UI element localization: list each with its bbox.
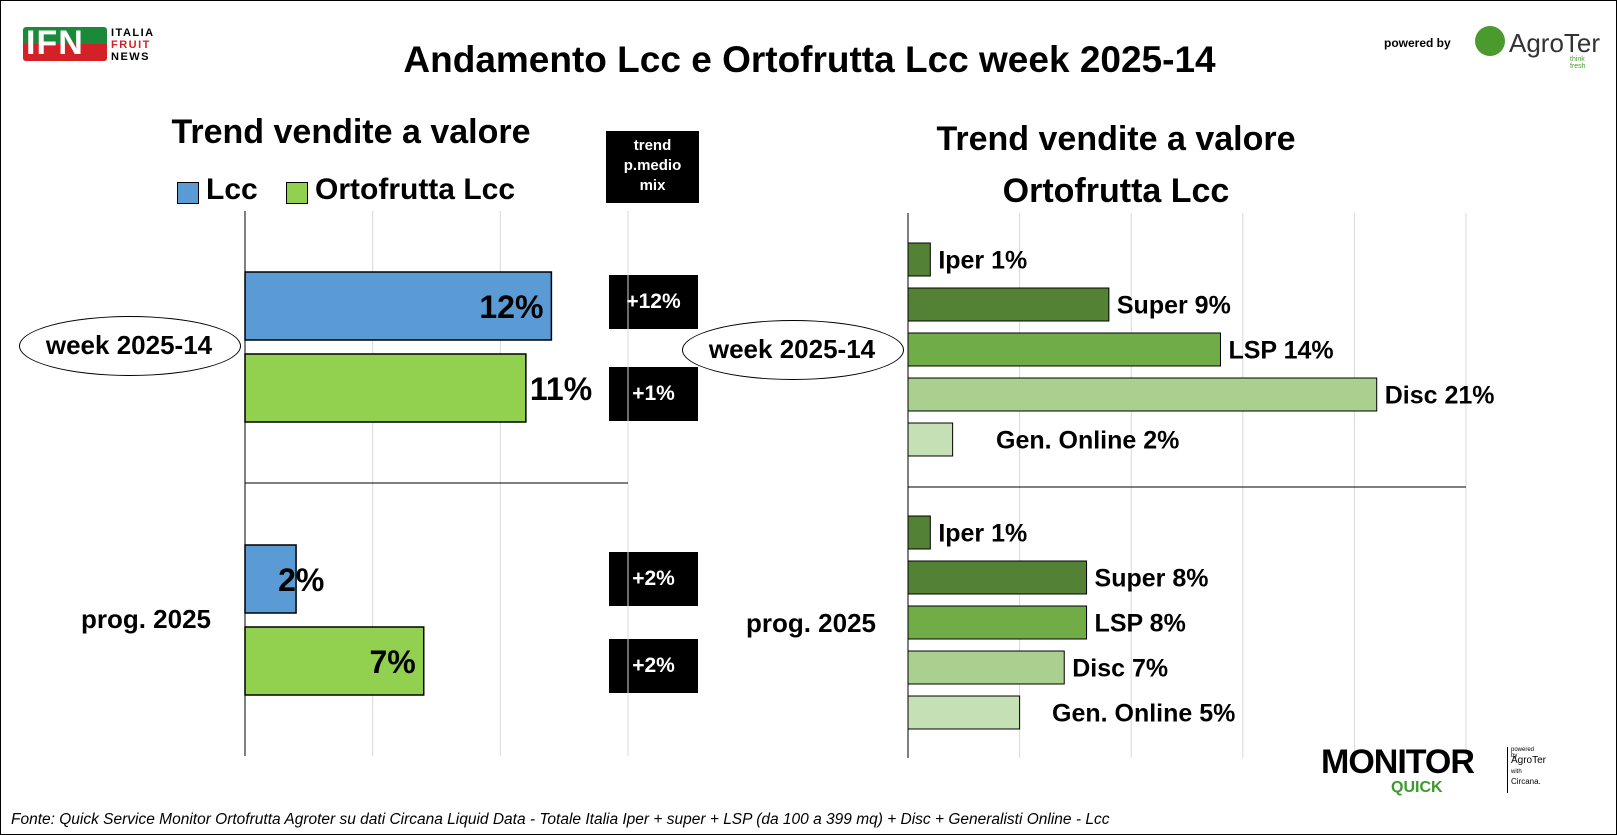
- right-bar-gen-online-1: [907, 695, 1021, 730]
- left-bar-lcc-0: [244, 271, 553, 341]
- trend-box-prog-ortofrutta: +2%: [609, 639, 698, 693]
- source-footnote: Fonte: Quick Service Monitor Ortofrutta …: [11, 811, 1110, 828]
- right-bar-label: Super 9%: [1117, 292, 1231, 320]
- monitor-powered: powered by: [1511, 747, 1535, 759]
- legend-label-lcc: Lcc: [206, 173, 258, 206]
- right-chart-title: Trend vendite a valore Ortofrutta Lcc: [936, 120, 1296, 210]
- week-label-ellipse-left: [19, 316, 241, 376]
- right-bar-iper-0: [907, 242, 931, 277]
- left-bar-label: 7%: [369, 644, 415, 680]
- right-bar-disc-0: [907, 377, 1378, 412]
- right-bar-label: Disc 7%: [1072, 655, 1168, 683]
- right-bar-gen-online-0: [907, 422, 954, 457]
- right-bar-lsp-0: [907, 332, 1221, 367]
- right-bar-label: Iper 1%: [938, 520, 1027, 548]
- legend-swatch-lcc: [177, 182, 199, 204]
- right-bar-label: LSP 8%: [1095, 610, 1186, 638]
- monitor-sub: QUICK: [1391, 779, 1443, 796]
- agroter-tagline: think fresh: [1570, 56, 1586, 70]
- right-bar-super-0: [907, 287, 1110, 322]
- left-bar-label: 2%: [278, 562, 324, 598]
- main-title: Andamento Lcc e Ortofrutta Lcc week 2025…: [403, 39, 1216, 80]
- monitor-word: MONITOR: [1321, 743, 1475, 781]
- right-bar-disc-1: [907, 650, 1065, 685]
- left-category-week: week 2025-14: [45, 330, 213, 360]
- monitor-with: with: [1511, 769, 1522, 775]
- left-category-prog: prog. 2025: [80, 604, 212, 634]
- trend-box-week-lcc: +12%: [609, 275, 698, 329]
- right-category-prog: prog. 2025: [745, 608, 877, 638]
- left-bar-lcc-1: [244, 544, 297, 614]
- right-category-week: week 2025-14: [708, 334, 876, 364]
- agroter-name: AgroTer: [1509, 28, 1601, 58]
- left-bar-label: 11%: [530, 371, 592, 407]
- week-label-ellipse-right: [682, 320, 904, 380]
- trend-box-week-ortofrutta: +1%: [609, 367, 698, 421]
- ifn-logo-text: IFN: [26, 24, 84, 62]
- monitor-circana: Circana.: [1511, 777, 1541, 786]
- ifn-logo-side-2: FRUIT: [111, 39, 151, 51]
- right-bar-label: Gen. Online 2%: [996, 427, 1179, 455]
- left-bar-ortofrutta-0: [244, 353, 527, 423]
- monitor-agroter: AgroTer: [1511, 755, 1547, 766]
- right-bar-iper-1: [907, 515, 931, 550]
- powered-by-label: powered by: [1384, 36, 1451, 50]
- right-bar-super-1: [907, 560, 1088, 595]
- right-bar-label: Gen. Online 5%: [1052, 700, 1235, 728]
- left-bar-label: 12%: [479, 289, 543, 325]
- trend-box-prog-lcc: +2%: [609, 552, 698, 606]
- trend-header-box: trend p.medio mix: [606, 131, 699, 203]
- right-bar-label: LSP 14%: [1228, 337, 1333, 365]
- ifn-logo: IFN ITALIA FRUIT NEWS: [23, 24, 163, 63]
- ifn-logo-side-3: NEWS: [111, 51, 150, 63]
- legend-swatch-ortofrutta: [286, 182, 308, 204]
- legend-label-ortofrutta: Ortofrutta Lcc: [315, 173, 516, 206]
- right-bar-lsp-1: [907, 605, 1088, 640]
- left-bar-ortofrutta-1: [244, 626, 425, 696]
- left-chart-title: Trend vendite a valore: [171, 113, 531, 151]
- right-bar-label: Disc 21%: [1385, 382, 1495, 410]
- right-bar-label: Iper 1%: [938, 247, 1027, 275]
- right-bar-label: Super 8%: [1095, 565, 1209, 593]
- tree-icon: [1475, 26, 1505, 56]
- ifn-logo-side-1: ITALIA: [111, 27, 155, 39]
